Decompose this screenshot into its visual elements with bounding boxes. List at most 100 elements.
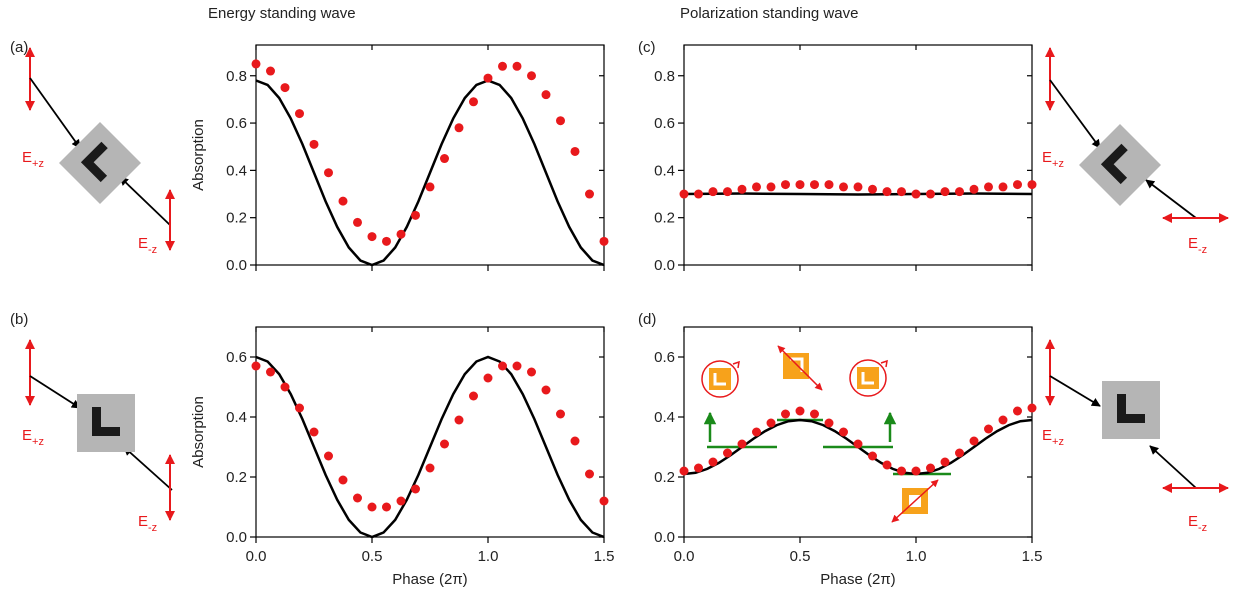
data-point bbox=[882, 460, 892, 470]
l-shape bbox=[92, 407, 120, 436]
panel-label: (c) bbox=[638, 39, 656, 56]
y-tick-label: 0.6 bbox=[654, 349, 675, 366]
data-point bbox=[382, 502, 391, 512]
field-label: E-z bbox=[1188, 235, 1207, 256]
data-point bbox=[469, 97, 478, 107]
data-point bbox=[984, 424, 993, 434]
sample-diagram: E+zE-z bbox=[22, 339, 175, 534]
x-axis-label: Phase (2π) bbox=[392, 571, 467, 588]
beam-arrow bbox=[123, 446, 173, 491]
data-point bbox=[353, 217, 362, 227]
icon bbox=[777, 345, 823, 391]
field-label-main: E bbox=[1042, 149, 1052, 166]
x-tick-label: 1.0 bbox=[906, 548, 927, 565]
data-point bbox=[396, 229, 406, 239]
data-point bbox=[839, 182, 848, 192]
data-point bbox=[599, 236, 609, 246]
data-point bbox=[251, 59, 261, 69]
y-tick-label: 0.2 bbox=[654, 210, 675, 227]
data-point bbox=[585, 189, 594, 199]
data-point bbox=[498, 61, 507, 71]
data-point bbox=[469, 391, 478, 401]
data-point bbox=[984, 182, 993, 192]
beam-arrow bbox=[29, 77, 81, 149]
data-point bbox=[766, 182, 776, 192]
data-point bbox=[512, 61, 522, 71]
data-point bbox=[897, 466, 906, 476]
data-line bbox=[683, 192, 1033, 196]
plot-frame bbox=[255, 326, 605, 538]
data-point bbox=[527, 71, 536, 81]
field-label-sub: +z bbox=[32, 436, 44, 448]
y-tick-label: 0.8 bbox=[226, 68, 247, 85]
data-point bbox=[440, 439, 449, 449]
y-tick-label: 0.0 bbox=[226, 257, 247, 274]
data-point bbox=[266, 367, 275, 377]
data-point bbox=[694, 463, 703, 473]
data-point bbox=[723, 187, 732, 197]
beam-arrow bbox=[1049, 79, 1101, 149]
nanostructure bbox=[1102, 381, 1160, 439]
data-point bbox=[454, 123, 464, 133]
data-point bbox=[324, 451, 333, 461]
l-shape bbox=[1100, 143, 1128, 185]
data-point bbox=[266, 66, 275, 76]
beam-arrow bbox=[1145, 179, 1197, 219]
panel-label: (b) bbox=[10, 311, 28, 328]
y-tick-label: 0.4 bbox=[226, 162, 247, 179]
field-label: E-z bbox=[1188, 513, 1207, 534]
field-label: E+z bbox=[22, 427, 44, 448]
beam-arrow bbox=[29, 375, 81, 409]
data-point bbox=[295, 109, 304, 119]
data-point bbox=[810, 180, 819, 190]
data-point bbox=[483, 73, 493, 83]
data-point bbox=[824, 180, 834, 190]
data-point bbox=[338, 475, 348, 485]
data-point bbox=[309, 427, 319, 437]
data-point bbox=[599, 496, 609, 506]
data-point bbox=[998, 182, 1008, 192]
y-tick-label: 0.2 bbox=[226, 469, 247, 486]
field-label: E+z bbox=[22, 149, 44, 170]
y-tick-label: 0.0 bbox=[654, 257, 675, 274]
data-point bbox=[324, 168, 333, 178]
data-point bbox=[570, 146, 580, 156]
data-point bbox=[396, 496, 406, 506]
data-point bbox=[454, 415, 464, 425]
x-tick-label: 0.0 bbox=[674, 548, 695, 565]
data-point bbox=[969, 184, 979, 194]
y-tick-label: 0.4 bbox=[226, 409, 247, 426]
data-point bbox=[897, 187, 906, 197]
y-axis-label: Absorption bbox=[190, 396, 207, 468]
x-tick-label: 1.0 bbox=[478, 548, 499, 565]
y-tick-label: 0.4 bbox=[654, 162, 675, 179]
field-label-main: E bbox=[1188, 513, 1198, 530]
data-point bbox=[382, 236, 391, 246]
data-point bbox=[708, 187, 718, 197]
x-tick-label: 0.0 bbox=[246, 548, 267, 565]
x-axis-label: Phase (2π) bbox=[820, 571, 895, 588]
data-point bbox=[998, 415, 1008, 425]
substrate bbox=[77, 394, 135, 452]
data-point bbox=[911, 189, 921, 199]
field-label: E-z bbox=[138, 235, 157, 256]
field-label-main: E bbox=[138, 513, 148, 530]
icon bbox=[891, 479, 939, 523]
data-point bbox=[737, 439, 747, 449]
data-point bbox=[367, 502, 377, 512]
data-point bbox=[969, 436, 979, 446]
field-label-main: E bbox=[1042, 427, 1052, 444]
data-point bbox=[1027, 403, 1037, 413]
data-point bbox=[795, 406, 805, 416]
data-point bbox=[853, 439, 863, 449]
data-point bbox=[737, 184, 747, 194]
data-point bbox=[440, 154, 449, 164]
y-tick-label: 0.8 bbox=[654, 68, 675, 85]
data-point bbox=[824, 418, 834, 428]
nanostructure bbox=[77, 394, 135, 452]
field-label-sub: -z bbox=[148, 244, 157, 256]
data-point bbox=[911, 466, 921, 476]
data-point bbox=[868, 184, 877, 194]
y-axis-label: Absorption bbox=[190, 119, 207, 191]
data-point bbox=[853, 182, 863, 192]
